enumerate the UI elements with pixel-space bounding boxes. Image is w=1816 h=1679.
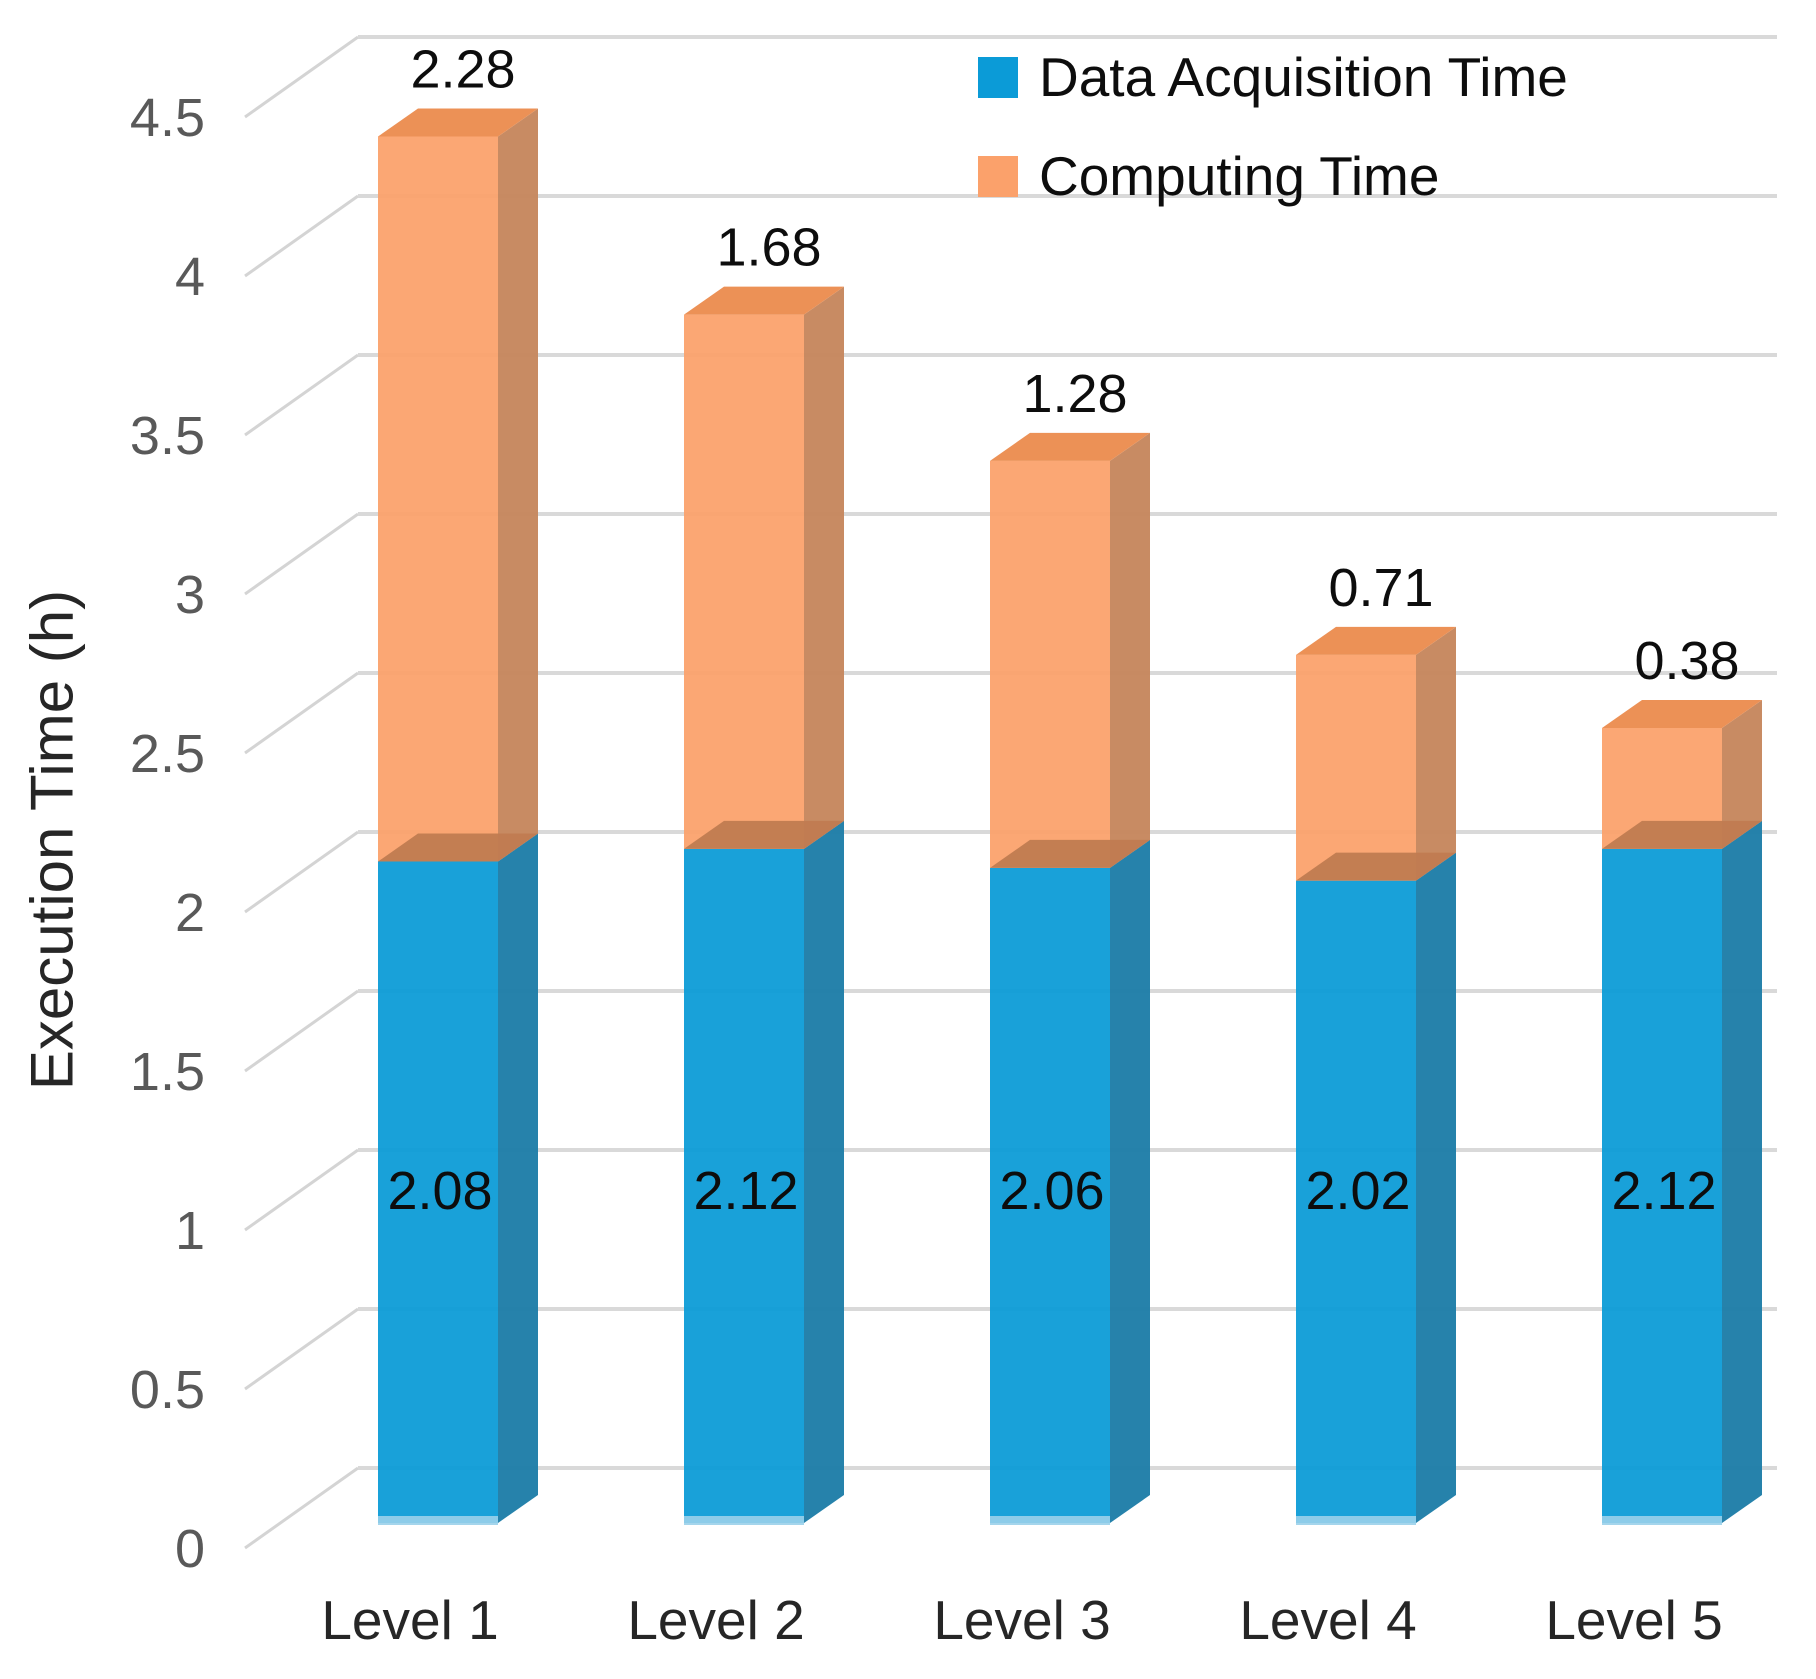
- bar-segment-computing-side: [498, 108, 538, 862]
- bar-segment-data-acquisition-front: [684, 848, 804, 1523]
- bar-segment-data-acquisition-side: [804, 820, 844, 1523]
- grid-diagonal: [244, 353, 359, 437]
- y-tick-label: 4.5: [130, 88, 205, 148]
- grid-diagonal: [244, 1148, 359, 1232]
- value-label-data-acquisition: 2.06: [999, 1161, 1104, 1221]
- legend-label-data-acquisition-time: Data Acquisition Time: [1039, 46, 1568, 108]
- bar-segment-computing-side: [804, 286, 844, 849]
- bar-bottom-edge: [990, 1516, 1110, 1525]
- grid-diagonal: [244, 830, 359, 914]
- bar-segment-computing-side: [1722, 700, 1762, 849]
- bars-layer: [378, 108, 1762, 1525]
- value-label-computing: 1.68: [716, 218, 821, 278]
- value-label-computing: 0.71: [1328, 558, 1433, 618]
- bar-bottom-edge: [378, 1516, 498, 1525]
- y-tick-label: 1.5: [130, 1042, 205, 1102]
- labels-layer: 0 0.5 1 1.5 2 2.5 3 3.5 4 4.5 2.08 2.28 Level 1 2.12 1…: [130, 40, 1740, 1651]
- grid-diagonal: [244, 1307, 359, 1391]
- x-category-label: Level 1: [321, 1589, 498, 1651]
- legend-swatch-orange-icon: [978, 155, 1018, 197]
- value-label-computing: 1.28: [1022, 364, 1127, 424]
- bar-bottom-edge: [1602, 1516, 1722, 1525]
- x-category-label: Level 4: [1239, 1589, 1416, 1651]
- y-tick-label: 3: [175, 565, 205, 625]
- bar-junction-face: [1296, 852, 1456, 881]
- y-axis-title: Execution Time (h): [18, 589, 86, 1091]
- bar-bottom-edge: [684, 1516, 804, 1525]
- grid-diagonal: [244, 989, 359, 1073]
- bar-segment-computing-top: [990, 432, 1150, 461]
- value-label-computing: 2.28: [410, 40, 515, 100]
- bar-segment-data-acquisition-side: [1416, 852, 1456, 1523]
- bar-segment-data-acquisition-side: [1722, 820, 1762, 1523]
- bar-junction-face: [990, 839, 1150, 868]
- value-label-computing: 0.38: [1634, 631, 1739, 691]
- y-tick-label: 2: [175, 883, 205, 943]
- y-tick-label: 0: [175, 1519, 205, 1579]
- legend: Data Acquisition Time Computing Time: [978, 46, 1568, 207]
- bar-segment-data-acquisition-front: [378, 861, 498, 1523]
- legend-item-data-acquisition-time: Data Acquisition Time: [978, 46, 1568, 108]
- bar-segment-data-acquisition-front: [990, 867, 1110, 1523]
- value-label-data-acquisition: 2.12: [1611, 1161, 1716, 1221]
- bar-segment-computing-front: [684, 314, 804, 849]
- value-label-data-acquisition: 2.12: [693, 1161, 798, 1221]
- bar-segment-computing-top: [1602, 700, 1762, 728]
- bar-segment-data-acquisition-side: [1110, 839, 1150, 1523]
- value-label-data-acquisition: 2.02: [1305, 1161, 1410, 1221]
- bar-segment-computing-top: [378, 108, 538, 137]
- y-tick-label: 0.5: [130, 1360, 205, 1420]
- grid-diagonal: [244, 194, 359, 278]
- bar-segment-computing-top: [1296, 626, 1456, 655]
- x-category-label: Level 3: [933, 1589, 1110, 1651]
- bar-segment-computing-front: [1296, 654, 1416, 881]
- x-category-label: Level 5: [1545, 1589, 1722, 1651]
- bar-segment-data-acquisition-side: [498, 833, 538, 1523]
- bar-junction-face: [684, 820, 844, 849]
- bar-junction-face: [378, 833, 538, 862]
- legend-item-computing-time: Computing Time: [978, 145, 1568, 207]
- bar-segment-computing-side: [1110, 432, 1150, 868]
- y-tick-label: 3.5: [130, 406, 205, 466]
- bar-segment-computing-top: [684, 286, 844, 315]
- bar-segment-computing-front: [378, 136, 498, 862]
- bar-bottom-edge: [1296, 1516, 1416, 1525]
- y-tick-label: 2.5: [130, 724, 205, 784]
- grid-diagonal: [244, 512, 359, 596]
- bar-segment-computing-front: [1602, 728, 1722, 849]
- grid-diagonal: [244, 35, 359, 119]
- x-category-label: Level 2: [627, 1589, 804, 1651]
- y-tick-label: 1: [175, 1201, 205, 1261]
- legend-label-computing-time: Computing Time: [1039, 145, 1440, 207]
- y-tick-label: 4: [175, 247, 205, 307]
- value-label-data-acquisition: 2.08: [387, 1161, 492, 1221]
- bar-segment-data-acquisition-front: [1602, 848, 1722, 1523]
- bar-segment-data-acquisition-front: [1296, 880, 1416, 1523]
- bar-segment-computing-side: [1416, 626, 1456, 881]
- grid-diagonal: [244, 1466, 359, 1550]
- grid-diagonal: [244, 671, 359, 755]
- legend-swatch-blue-icon: [978, 56, 1018, 98]
- bar-segment-computing-front: [990, 460, 1110, 868]
- bar-junction-face: [1602, 820, 1762, 849]
